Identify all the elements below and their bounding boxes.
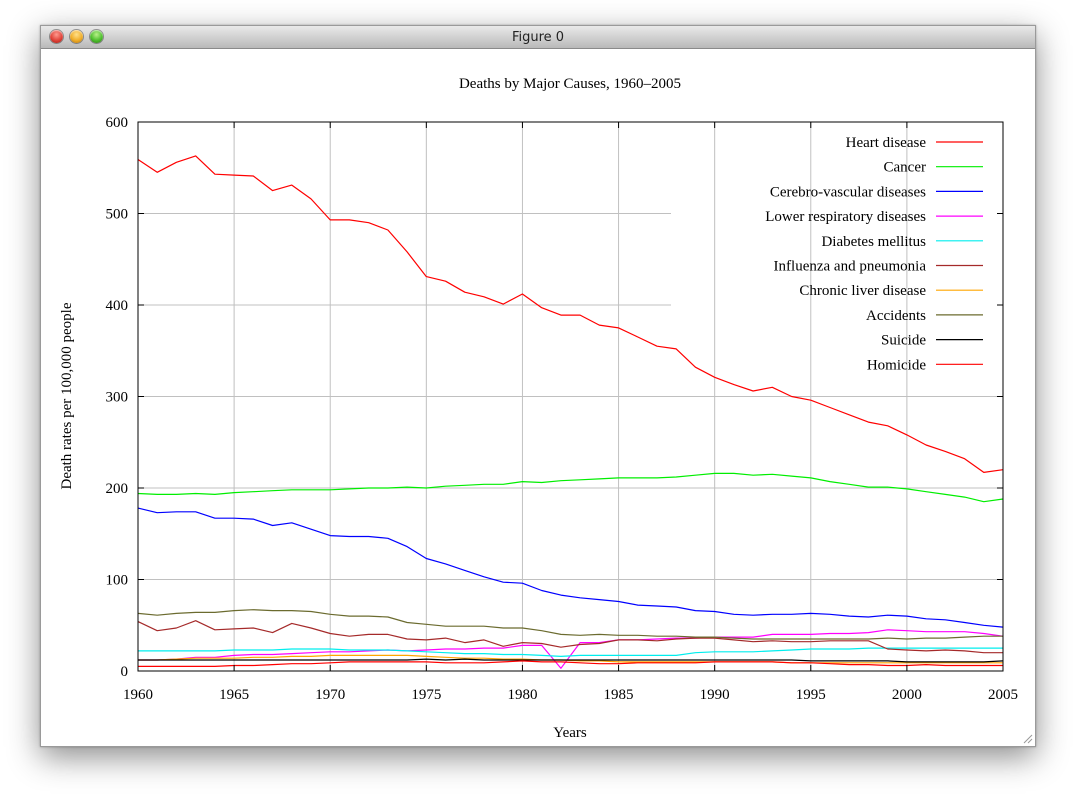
- series-line-heart: [137, 155, 1004, 473]
- y-axis-label: Death rates per 100,000 people: [59, 302, 75, 489]
- zoom-button[interactable]: [90, 30, 103, 43]
- series-line-influenza: [137, 620, 1003, 654]
- plot-area: 1960 1965 1970 1975 1980 1985 1990 1995 2000 2005…: [41, 49, 1035, 746]
- legend-label: Cerebro-vascular diseases: [770, 184, 926, 200]
- y-tick-label: 300: [106, 390, 129, 406]
- legend-label: Diabetes mellitus: [821, 234, 926, 250]
- gridlines: [138, 122, 1003, 671]
- y-tick-label: 500: [106, 207, 129, 223]
- x-axis-label: Years: [553, 725, 587, 741]
- y-tick-label: 0: [121, 664, 129, 680]
- legend-label: Lower respiratory diseases: [765, 209, 926, 225]
- x-tick-label: 1975: [411, 687, 441, 703]
- x-tick-label: 1965: [219, 687, 249, 703]
- figure-window: Figure 0 1960 1965 1970 1975 1980 1985 1990 199…: [40, 25, 1036, 747]
- series-line-accidents: [137, 609, 1003, 640]
- legend: Heart disease Cancer Cerebro-vascular dise…: [765, 135, 983, 373]
- series-line-cerebro: [137, 507, 1004, 628]
- legend-label: Cancer: [884, 160, 926, 176]
- series-lines: [137, 155, 1004, 669]
- x-tick-label: 1980: [507, 687, 537, 703]
- legend-label: Homicide: [867, 357, 926, 373]
- x-tick-label: 1960: [123, 687, 153, 703]
- minimize-button[interactable]: [70, 30, 83, 43]
- legend-label: Heart disease: [846, 135, 927, 151]
- y-tick-label: 200: [106, 481, 129, 497]
- x-tick-label: 2000: [892, 687, 922, 703]
- close-button[interactable]: [50, 30, 63, 43]
- y-tick-label: 400: [106, 298, 129, 314]
- x-tick-label: 1990: [700, 687, 730, 703]
- window-titlebar[interactable]: Figure 0: [41, 26, 1035, 49]
- series-line-suicide: [138, 658, 1004, 663]
- resize-grip-icon[interactable]: [1021, 732, 1033, 744]
- axis-ticks: 1960 1965 1970 1975 1980 1985 1990 1995 2000 2005…: [106, 115, 1019, 703]
- x-tick-label: 1985: [604, 687, 634, 703]
- series-line-liver: [138, 654, 1003, 664]
- series-line-homicide: [138, 660, 1003, 668]
- legend-label: Chronic liver disease: [799, 283, 926, 299]
- chart-title: Deaths by Major Causes, 1960–2005: [459, 76, 681, 92]
- series-line-cancer: [137, 472, 1004, 503]
- x-tick-label: 1995: [796, 687, 826, 703]
- window-title: Figure 0: [511, 30, 565, 45]
- series-line-diabetes: [138, 647, 1003, 658]
- y-tick-label: 100: [106, 573, 129, 589]
- legend-label: Accidents: [866, 308, 926, 324]
- y-tick-label: 600: [106, 115, 129, 131]
- legend-label: Suicide: [881, 333, 926, 349]
- line-chart: 1960 1965 1970 1975 1980 1985 1990 1995 2000 2005…: [59, 76, 1019, 741]
- legend-label: Influenza and pneumonia: [774, 259, 927, 275]
- x-tick-label: 2005: [988, 687, 1018, 703]
- x-tick-label: 1970: [315, 687, 345, 703]
